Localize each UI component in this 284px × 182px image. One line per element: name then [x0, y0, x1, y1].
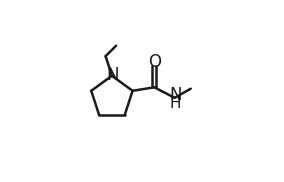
Text: O: O: [148, 53, 161, 71]
Text: N: N: [106, 66, 119, 84]
Text: N: N: [169, 86, 181, 104]
Text: H: H: [170, 96, 181, 111]
